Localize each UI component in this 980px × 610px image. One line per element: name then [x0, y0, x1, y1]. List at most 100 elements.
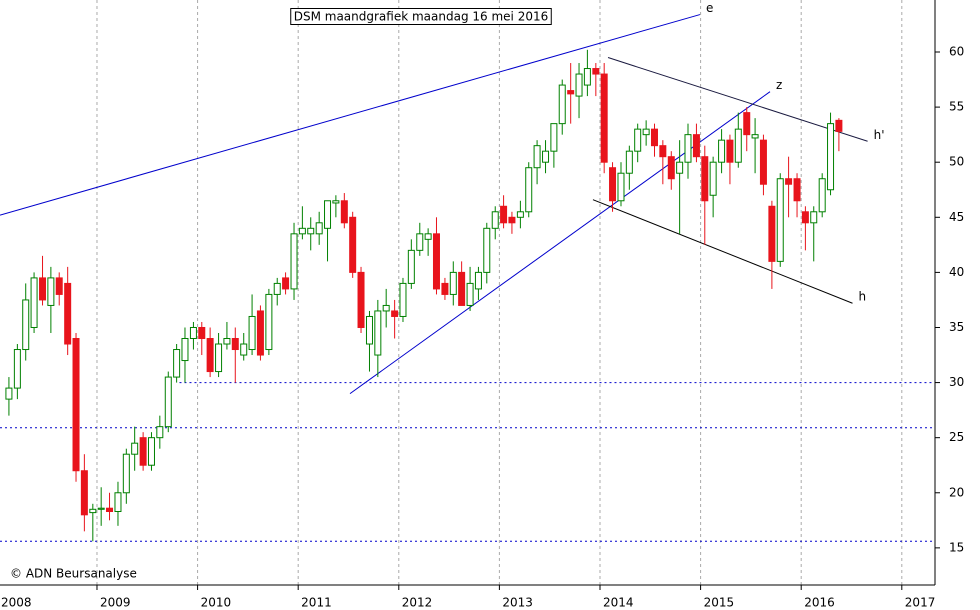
candle-body — [424, 233, 432, 240]
candle-body — [474, 271, 482, 290]
x-tick-label: 2010 — [201, 596, 232, 610]
candle-body — [307, 227, 315, 235]
candle-body — [365, 315, 373, 345]
candle-body — [743, 112, 751, 136]
candle-body — [432, 233, 440, 290]
trend-label: z — [776, 78, 782, 92]
candle-body — [525, 167, 533, 213]
candle-body — [785, 178, 793, 185]
candle-body — [676, 161, 684, 174]
candle-body — [600, 73, 608, 163]
candle-body — [734, 128, 742, 163]
y-tick-label: 45 — [949, 210, 964, 224]
y-tick-label: 20 — [949, 485, 964, 499]
x-tick-label: 2016 — [804, 596, 835, 610]
candle-body — [793, 178, 801, 202]
candle-body — [818, 178, 826, 213]
copyright: © ADN Beursanalyse — [10, 567, 137, 581]
candle-body — [189, 326, 197, 340]
candle-body — [458, 271, 466, 306]
candle-body — [575, 73, 583, 97]
candle-body — [89, 508, 97, 514]
candle-body — [407, 249, 415, 284]
candle-body — [382, 304, 390, 312]
trend-label: h — [859, 290, 867, 304]
trend-label: e — [706, 1, 713, 15]
candle-body — [265, 293, 273, 351]
candle-body — [139, 437, 147, 466]
candle-body — [324, 200, 332, 229]
y-tick-label: 35 — [949, 320, 964, 334]
trend-line — [607, 57, 868, 142]
candle-body — [441, 282, 449, 295]
candle-body — [240, 343, 248, 356]
candle-body — [659, 145, 667, 158]
candle-body — [391, 310, 399, 317]
candle-body — [759, 139, 767, 185]
candle-body — [122, 453, 130, 494]
candle-body — [500, 205, 508, 224]
candle-body — [181, 338, 189, 362]
candle-body — [173, 349, 181, 378]
candle-body — [650, 128, 658, 147]
candle-body — [72, 338, 80, 472]
candle-body — [718, 139, 726, 163]
candle-body — [701, 156, 709, 202]
y-tick-label: 40 — [949, 265, 964, 279]
x-tick-label: 2015 — [704, 596, 735, 610]
candle-body — [399, 282, 407, 317]
candle-body — [273, 282, 281, 295]
candle-body — [625, 150, 633, 174]
candle-body — [768, 205, 776, 262]
candle-body — [80, 470, 88, 516]
trend-line — [0, 14, 701, 216]
candle-body — [483, 227, 491, 273]
y-tick-label: 25 — [949, 430, 964, 444]
candle-body — [684, 134, 692, 163]
candle-body — [449, 271, 457, 295]
candle-body — [332, 200, 340, 204]
chart-title: DSM maandgrafiek maandag 16 mei 2016 — [294, 10, 549, 24]
y-tick-label: 60 — [949, 45, 964, 59]
y-tick-label: 55 — [949, 100, 964, 114]
candle-body — [374, 310, 382, 356]
annotation-layer: e z h h' — [0, 1, 935, 542]
candle-body — [466, 282, 474, 306]
y-tick-label: 50 — [949, 155, 964, 169]
candle-body — [349, 216, 357, 273]
candle-body — [642, 128, 650, 136]
candle-body — [550, 123, 558, 152]
candle-body — [298, 227, 306, 235]
candle-body — [491, 211, 499, 229]
candle-body — [147, 437, 155, 466]
candle-body — [726, 139, 734, 163]
title-box — [290, 8, 552, 25]
candle-body — [22, 299, 30, 351]
candle-body — [215, 343, 223, 373]
candle-body — [5, 387, 13, 400]
candle-body — [810, 211, 818, 224]
candle-body — [47, 277, 55, 306]
trend-line — [349, 91, 771, 395]
candle-body — [542, 150, 550, 163]
grid-layer — [96, 0, 903, 585]
candle-body — [198, 326, 206, 340]
candle-body — [156, 426, 164, 439]
candle-body — [592, 68, 600, 75]
candle-body — [131, 442, 139, 455]
candle-body — [340, 200, 348, 224]
candle-body — [801, 211, 809, 224]
candle-body — [533, 145, 541, 169]
candle-body — [206, 338, 214, 373]
y-tick-label: 30 — [949, 375, 964, 389]
candle-body — [667, 156, 675, 180]
candle-body — [55, 277, 63, 295]
y-tick-label: 15 — [949, 540, 964, 554]
candle-body — [223, 338, 231, 345]
candle-body — [835, 119, 843, 132]
candle-body — [290, 233, 298, 290]
candle-body — [583, 68, 591, 86]
